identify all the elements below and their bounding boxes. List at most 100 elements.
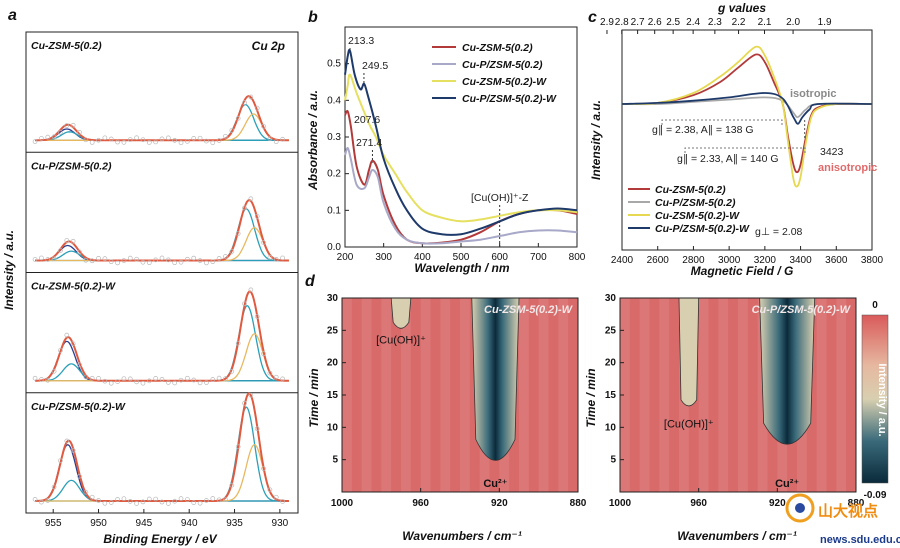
panel-a-xtick-label-4: 935 — [226, 518, 243, 529]
panel-b-xtick-label-6: 800 — [569, 252, 586, 263]
watermark-logo-eye-icon — [795, 503, 805, 513]
panel-d-map-bg-1 — [620, 298, 856, 492]
panel-b-annotation-0: 213.3 — [348, 35, 374, 47]
panel-b-label: b — [308, 9, 318, 26]
panel-a-datapoint — [197, 258, 203, 263]
panel-a-datapoint — [108, 259, 114, 265]
panel-c-frame — [621, 29, 873, 251]
panel-a-datapoint — [77, 129, 82, 135]
panel-a-peak-1-2 — [35, 208, 289, 262]
panel-d-ytick-label-1-4: 25 — [605, 325, 617, 336]
panel-a-datapoint — [83, 374, 89, 380]
panel-c-xtick-label-4: 3200 — [754, 255, 777, 266]
panel-a-datapoint — [197, 380, 203, 386]
panel-a-datapoint — [89, 375, 95, 381]
panel-a-datapoint — [254, 426, 260, 432]
panel-c-gtick-label-5: 2.4 — [686, 17, 700, 28]
panel-a-datapoint — [235, 444, 241, 450]
panel-b-xtick-label-1: 300 — [375, 252, 392, 263]
panel-a-datapoint — [127, 499, 133, 504]
panel-c-xtick-label-1: 2600 — [647, 255, 670, 266]
panel-b-series-3 — [344, 48, 578, 236]
panel-c-xtick-label-2: 2800 — [682, 255, 705, 266]
panel-d-ytick-label-1-3: 20 — [605, 358, 617, 369]
panel-a-datapoint — [248, 196, 254, 202]
panel-a-datapoint — [140, 380, 146, 386]
panel-c-annotation-2: anisotropic — [818, 162, 877, 174]
panel-d-ytick-label-0-1: 10 — [327, 422, 339, 433]
panel-d-xtick-label-1-0: 1000 — [609, 498, 632, 509]
panel-a-datapoint — [140, 259, 146, 265]
panel-a-envelope-1 — [35, 199, 289, 262]
panel-a-datapoint — [45, 257, 51, 262]
panel-c-gtick-label-6: 2.3 — [708, 17, 722, 28]
panel-a-datapoint — [159, 377, 165, 382]
panel-a-datapoint — [210, 496, 216, 501]
panel-a-datapoint — [280, 255, 285, 261]
panel-a-datapoint — [235, 340, 241, 346]
panel-a-datapoint — [216, 138, 222, 143]
panel-c-bracket-0 — [661, 119, 783, 125]
panel-b-xtick-label-5: 700 — [530, 252, 547, 263]
panel-a-peak-2-3 — [35, 333, 289, 382]
panel-c-annotation-1: 3423 — [820, 146, 844, 158]
panel-b-ytick-label-5: 0.5 — [327, 59, 341, 70]
panel-a-peak-0-2 — [35, 103, 289, 141]
panel-a-datapoint — [153, 139, 159, 145]
panel-a-xtick-label-0: 955 — [45, 518, 62, 529]
panel-b-uvvis: 200 300 400 500 600 700 800 0.0 0.1 0.2 0.3 0.4 0.5 C… — [327, 26, 586, 263]
panel-d-map-title-0: Cu-ZSM-5(0.2)-W — [484, 304, 574, 316]
panel-a-datapoint — [134, 256, 139, 262]
panel-a-datapoint — [165, 501, 171, 506]
colorbar-max: 0 — [872, 300, 878, 311]
panel-c-gtick-label-3: 2.6 — [648, 17, 662, 28]
panel-d-ytick-label-0-3: 20 — [327, 358, 339, 369]
panel-c-legend-label-2: Cu-ZSM-5(0.2)-W — [655, 210, 740, 222]
panel-d-label-a-0: [Cu(OH)]⁺ — [376, 334, 426, 346]
panel-d-band-1 — [759, 297, 816, 445]
panel-d-xtick-label-0-1: 960 — [412, 498, 429, 509]
panel-a-datapoint — [165, 380, 171, 385]
panel-a-datapoint — [261, 466, 266, 471]
panel-a-peak-1-0 — [35, 244, 289, 262]
panel-a-datapoint — [248, 392, 254, 398]
panel-b-ytick-label-3: 0.3 — [327, 132, 341, 143]
panel-c-xtick-label-7: 3800 — [861, 255, 884, 266]
panel-c-gtick-label-1: 2.8 — [615, 17, 629, 28]
panel-a-datapoint — [159, 499, 165, 505]
panel-c-gtick-label-10: 1.9 — [818, 17, 832, 28]
panel-a-datapoint — [146, 496, 152, 502]
panel-a-datapoint — [51, 256, 57, 262]
panel-a-datapoint — [58, 248, 63, 253]
panel-a-datapoint — [204, 260, 209, 266]
panel-a-datapoint — [115, 379, 120, 384]
panel-a-datapoint — [235, 231, 241, 236]
panel-a-datapoint — [134, 135, 139, 141]
panel-b-legend-label-2: Cu-ZSM-5(0.2)-W — [462, 76, 547, 88]
panel-a-datapoint — [216, 497, 222, 503]
panel-a-datapoint — [51, 484, 57, 490]
watermark: 山大视点 news.sdu.edu.cn — [785, 493, 900, 546]
panel-b-series-2 — [344, 73, 578, 223]
panel-b-xlabel: Wavelength / nm — [414, 261, 509, 275]
panel-a-datapoint — [45, 498, 51, 503]
panel-a-datapoint — [273, 257, 279, 262]
panel-d-xlabel-left: Wavenumbers / cm⁻¹ — [402, 529, 521, 543]
panel-a-datapoint — [58, 129, 63, 135]
panel-a-datapoint — [39, 136, 44, 141]
panel-a-datapoint — [134, 501, 139, 506]
panel-a-datapoint — [89, 140, 95, 145]
panel-a-datapoint — [242, 205, 247, 211]
panel-a-datapoint — [261, 123, 266, 129]
panel-b-xtick-label-4: 600 — [491, 252, 508, 263]
panel-a-datapoint — [223, 133, 228, 139]
panel-a-datapoint — [32, 497, 38, 502]
panel-a-datapoint — [248, 287, 254, 293]
panel-a-datapoint — [185, 375, 190, 381]
panel-a-datapoint — [172, 260, 178, 266]
panel-a-datapoint — [223, 254, 228, 259]
panel-a-datapoint — [191, 136, 197, 141]
panel-d-stripe — [698, 298, 709, 492]
panel-d-stripe — [401, 298, 411, 492]
panel-b-legend-label-3: Cu-P/ZSM-5(0.2)-W — [462, 93, 557, 105]
